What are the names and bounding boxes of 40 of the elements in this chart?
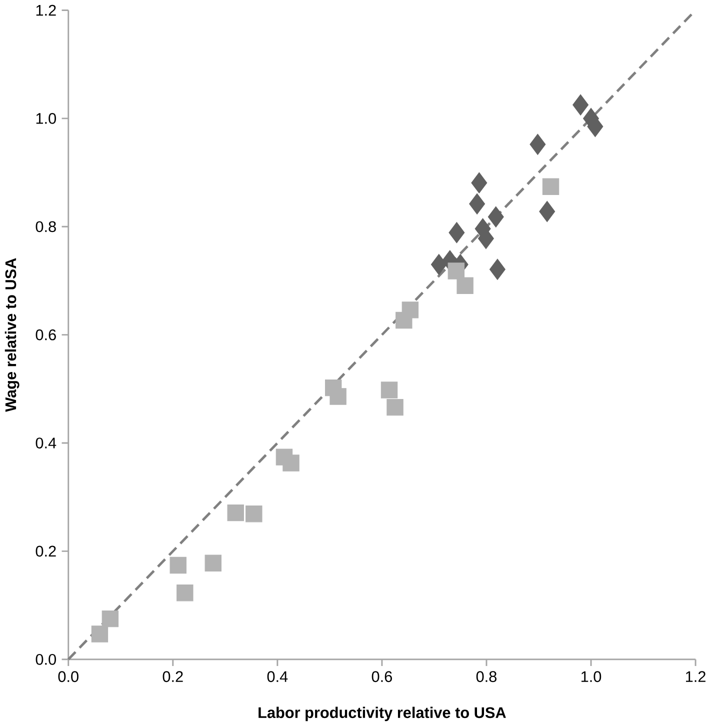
point bbox=[469, 193, 486, 214]
point bbox=[170, 556, 186, 574]
y-tick-label: 0.2 bbox=[36, 546, 56, 557]
point bbox=[176, 584, 194, 602]
point bbox=[204, 554, 222, 572]
x-tick-label: 0.2 bbox=[162, 671, 183, 682]
x-tick-label: 0.6 bbox=[372, 671, 392, 682]
point bbox=[456, 277, 474, 294]
x-tick-label: 0.4 bbox=[267, 671, 288, 682]
y-tick-label: 0.8 bbox=[36, 221, 56, 232]
point bbox=[471, 172, 488, 194]
point bbox=[330, 388, 346, 405]
point bbox=[430, 254, 447, 276]
y-tick-label: 1.2 bbox=[36, 4, 56, 16]
point bbox=[380, 382, 398, 398]
point bbox=[448, 262, 464, 280]
x-tick-label: 1.0 bbox=[581, 671, 602, 682]
x-tick-label: 0.0 bbox=[58, 671, 78, 682]
point bbox=[282, 454, 300, 472]
x-tick-label: 1.2 bbox=[686, 671, 706, 682]
point bbox=[102, 610, 118, 628]
y-tick-label: 0.4 bbox=[36, 438, 56, 448]
point bbox=[227, 504, 244, 522]
y-axis-title: Wage relative to USA bbox=[4, 258, 20, 412]
point bbox=[91, 626, 108, 642]
point bbox=[572, 94, 588, 116]
point bbox=[489, 258, 506, 280]
point bbox=[488, 206, 504, 228]
point bbox=[448, 222, 465, 244]
y-tick-label: 0.6 bbox=[36, 329, 56, 340]
y-tick-label: 0.0 bbox=[36, 654, 56, 665]
point bbox=[402, 302, 418, 318]
y-tick-label: 1.0 bbox=[36, 113, 56, 124]
point bbox=[530, 134, 546, 155]
point bbox=[542, 178, 560, 195]
x-axis-title: Labor productivity relative to USA bbox=[258, 706, 506, 722]
point bbox=[539, 200, 556, 222]
x-tick-label: 0.8 bbox=[476, 671, 496, 682]
point bbox=[246, 506, 262, 522]
point bbox=[386, 398, 404, 416]
